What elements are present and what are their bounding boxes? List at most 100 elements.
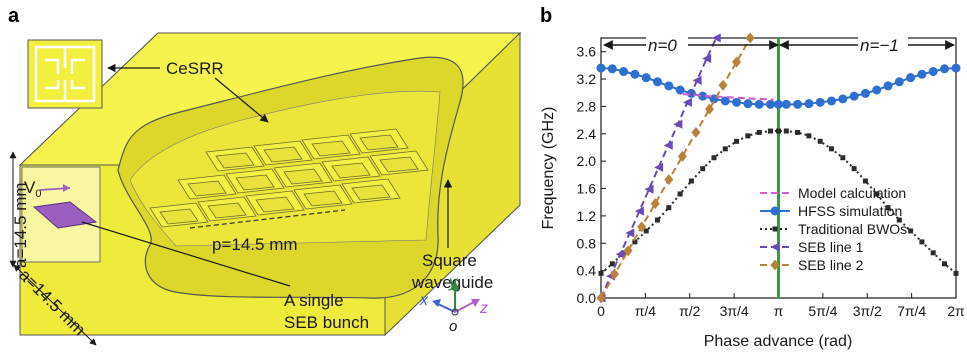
data-point	[827, 96, 837, 106]
data-point	[609, 261, 615, 267]
waveguide-label-line1: Square	[422, 251, 477, 270]
x-tick-label: π/4	[635, 303, 657, 319]
data-point	[732, 56, 742, 68]
seb-label-line1: A single	[284, 291, 344, 310]
data-point	[860, 88, 870, 98]
data-point	[691, 126, 701, 138]
series-seb-line-1	[596, 33, 721, 303]
z-axis-label: z	[479, 300, 488, 317]
cesrr-cell	[205, 146, 265, 172]
x-tick-label: 2π	[947, 303, 965, 319]
series-model-calculation	[682, 93, 774, 101]
x-tick-label: 3π/2	[853, 303, 882, 319]
x-tick-label: π/2	[679, 303, 701, 319]
y-tick-label: 1.2	[577, 208, 597, 224]
y-tick-label: 0.0	[577, 290, 597, 306]
data-point	[700, 166, 706, 172]
data-point	[793, 99, 803, 109]
x-tick-label: 5π/4	[808, 303, 837, 319]
data-point	[632, 239, 638, 245]
legend-label: HFSS simulation	[798, 203, 902, 219]
data-point	[849, 91, 859, 101]
data-point	[663, 140, 673, 150]
cesrr-cell	[177, 174, 237, 200]
data-point	[644, 184, 654, 194]
y-tick-label: 1.6	[577, 181, 597, 197]
data-point	[704, 103, 714, 115]
data-point	[720, 96, 730, 106]
coordinate-axes: y x z o	[419, 274, 488, 335]
data-point	[919, 239, 925, 245]
data-point	[783, 128, 789, 134]
cesrr-label: CeSRR	[166, 59, 224, 78]
cesrr-cell	[301, 134, 361, 160]
data-point	[610, 268, 620, 280]
cesrr-cell	[341, 178, 401, 204]
cell-ring	[311, 140, 351, 157]
data-point	[767, 128, 773, 134]
data-point	[698, 91, 708, 101]
data-point	[643, 228, 649, 234]
cesrr-cell	[369, 150, 429, 176]
legend: Model calculation HFSS simulation Traditio…	[760, 185, 907, 273]
data-point	[817, 138, 823, 144]
data-point	[804, 99, 814, 109]
data-point	[756, 129, 762, 135]
legend-item: SEB line 2	[760, 257, 864, 273]
panel-a-label: a	[8, 5, 20, 27]
data-point	[650, 198, 660, 210]
data-point	[630, 69, 640, 79]
x-tick-label: 3π/4	[720, 303, 749, 319]
data-point	[623, 245, 633, 257]
data-point	[732, 97, 742, 107]
legend-marker	[770, 259, 780, 271]
data-point	[815, 97, 825, 107]
data-point	[906, 73, 916, 83]
cesrr-cell	[253, 140, 313, 166]
data-point	[883, 81, 893, 91]
data-point	[615, 249, 625, 259]
cell-ring	[303, 190, 343, 207]
series-traditional-bwos	[598, 128, 959, 276]
data-point	[942, 261, 948, 267]
a-vertical-label: a=14.5 mm	[11, 182, 30, 268]
legend-label: SEB line 1	[798, 239, 864, 255]
waveguide-label-line2: waveguide	[411, 273, 493, 292]
legend-item: Traditional BWOs	[760, 221, 907, 237]
data-point	[652, 77, 662, 87]
cell-ring	[235, 174, 275, 191]
data-point	[951, 63, 961, 73]
x-axis-title: Phase advance (rad)	[704, 333, 853, 350]
data-point	[781, 99, 791, 109]
region-n0: n=0	[648, 36, 677, 55]
cell-ring	[207, 202, 247, 219]
cell-ring	[351, 184, 391, 201]
period-label: p=14.5 mm	[212, 235, 298, 254]
period-dimension: p=14.5 mm	[189, 209, 346, 254]
data-point	[745, 133, 751, 139]
region-n-1: n=−1	[860, 36, 899, 55]
data-point	[596, 63, 606, 73]
origin-label: o	[449, 318, 457, 335]
data-point	[930, 250, 936, 256]
seb-bunch: V0	[24, 178, 98, 229]
cesrr-inset	[27, 39, 103, 109]
data-point	[682, 97, 692, 107]
cell-ring	[255, 196, 295, 213]
data-point	[851, 166, 857, 172]
data-point	[664, 81, 674, 91]
data-point	[654, 162, 664, 172]
y-tick-label: 2.4	[577, 126, 597, 142]
data-point	[874, 191, 880, 197]
cesrr-cell	[321, 156, 381, 182]
data-point	[664, 174, 674, 186]
cell-ring	[331, 162, 371, 179]
data-point	[872, 85, 882, 95]
data-point	[795, 129, 801, 135]
series-seb-line-2	[596, 32, 755, 304]
data-point	[619, 67, 629, 77]
data-point	[940, 64, 950, 74]
data-point	[625, 228, 635, 238]
cesrr-cell	[349, 128, 409, 154]
